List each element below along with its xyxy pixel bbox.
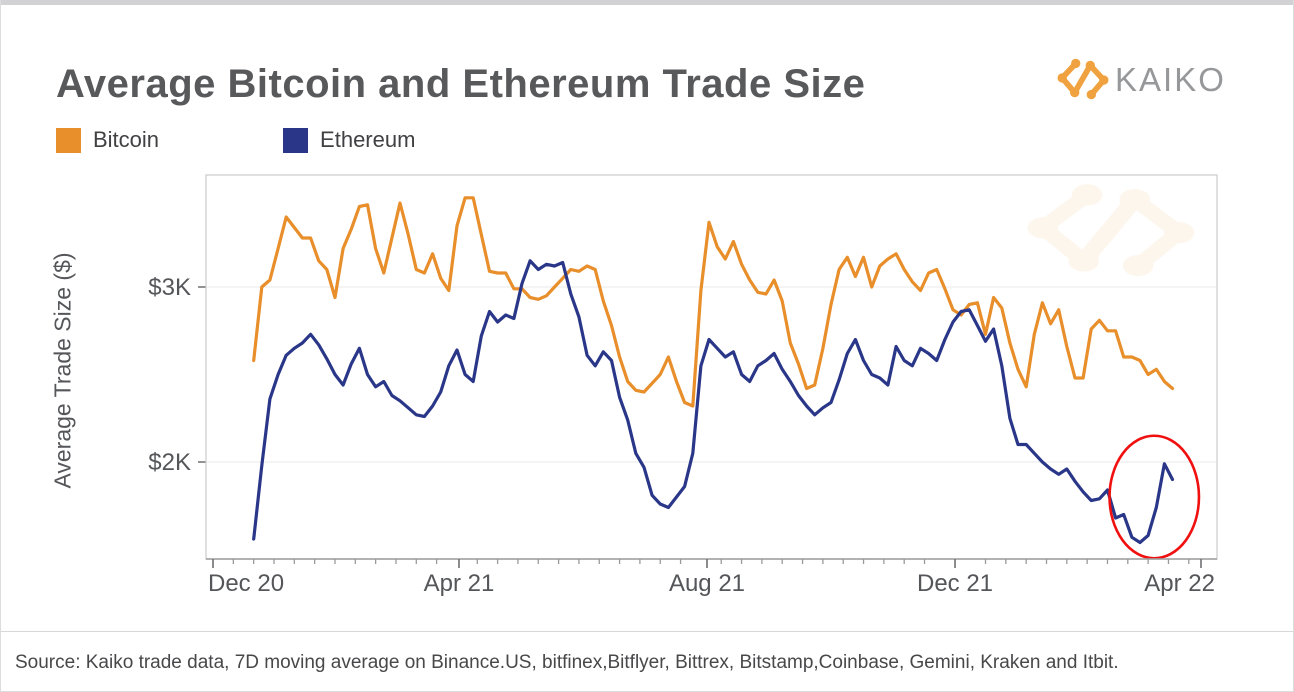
ethereum-swatch [283,127,309,153]
legend-item-ethereum: Ethereum [283,127,415,153]
x-tick-label: Dec 21 [917,570,993,597]
source-note: Source: Kaiko trade data, 7D moving aver… [15,652,1119,673]
kaiko-logo: KAIKO [1057,58,1226,100]
ethereum-legend-label: Ethereum [320,127,416,152]
ethereum-line [252,259,1175,545]
data-series [252,196,1175,545]
bitcoin-legend-label: Bitcoin [93,127,160,152]
card-top-border [1,0,1293,5]
gridlines [207,286,1216,463]
highlight-ellipse [1108,434,1201,560]
y-tick-label: $2K [148,449,191,476]
x-tick-label: Apr 22 [1144,570,1215,597]
x-tick-label: Dec 20 [208,570,284,597]
chart-legend: Bitcoin Ethereum [56,127,415,153]
footer-divider [1,631,1293,632]
kaiko-watermark-icon [1028,184,1195,276]
page-title: Average Bitcoin and Ethereum Trade Size [56,62,866,106]
axes-layer: $2K $3K Dec 20 Apr 21 Aug 21 Dec 21 Apr 22 [148,174,1218,597]
legend-item-bitcoin: Bitcoin [56,127,159,153]
x-tick-label: Apr 21 [424,570,495,597]
annotation-layer [1108,434,1201,560]
kaiko-logo-text: KAIKO [1115,61,1226,98]
bitcoin-swatch [56,127,81,153]
y-tick-label: $3K [148,274,191,301]
x-tick-label: Aug 21 [669,570,745,597]
bitcoin-line [252,196,1175,408]
